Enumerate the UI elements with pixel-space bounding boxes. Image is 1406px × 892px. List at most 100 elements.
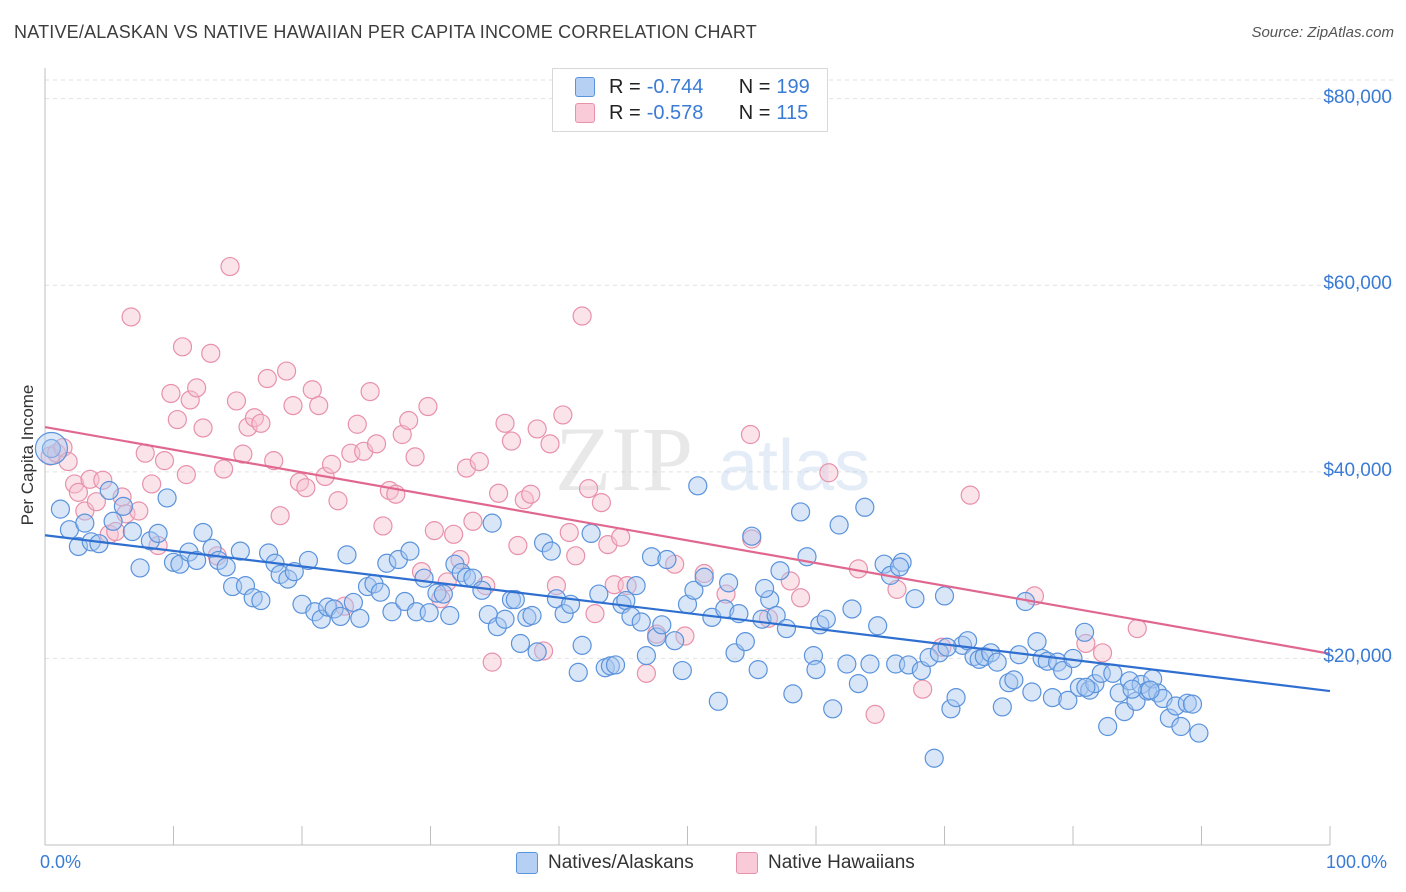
watermark-atlas: atlas [718,426,870,506]
data-point [510,633,531,654]
data-point [305,602,325,622]
data-point [495,609,515,629]
data-point [672,660,692,681]
data-point [1166,696,1186,716]
data-point [201,343,221,363]
trend-line-native-hawaiians [44,425,1331,655]
data-point [419,603,439,623]
data-point [605,655,626,675]
data-point [641,547,662,567]
bottom-legend-native-hawaiians: Native Hawaiians [736,852,915,874]
data-point [193,522,213,543]
data-point [501,431,522,451]
data-point [522,605,542,626]
data-point [58,451,78,472]
trend-lines [44,425,1331,693]
data-point [278,569,298,589]
data-point [572,635,592,655]
data-point [934,586,955,606]
data-point [405,447,425,467]
data-point [694,567,714,587]
data-point [621,606,641,627]
data-point [1076,677,1096,697]
data-point [187,550,207,571]
data-point [311,609,331,629]
data-point [790,588,811,608]
data-point [541,541,561,561]
chart-title: NATIVE/ALASKAN VS NATIVE HAWAIIAN PER CA… [14,22,757,42]
data-point [553,405,573,425]
data-point [296,478,316,498]
data-point [684,580,704,600]
data-point [330,606,351,627]
data-point [257,368,277,389]
data-point [829,515,849,535]
data-point [860,654,880,674]
data-point [216,557,236,577]
data-point [157,488,177,508]
legend-swatch-pink [575,103,595,123]
x-tick-label-max: 100.0% [1326,852,1388,872]
data-point [1171,716,1191,737]
data-point [400,541,420,561]
y-axis-label: Per Capita Income [18,384,37,526]
data-point [540,434,560,454]
data-point [572,306,592,326]
data-point [521,484,541,504]
data-point [75,513,95,533]
data-point [122,521,142,542]
data-point [350,608,370,628]
data-point [251,413,271,433]
data-point [665,631,685,651]
data-point [140,531,160,551]
data-point [187,378,207,398]
data-point [399,410,419,431]
data-point [905,589,925,609]
data-point [675,626,695,646]
data-point [992,697,1012,717]
data-point [748,660,768,680]
data-point [129,501,149,521]
data-point [238,417,258,437]
data-point [780,571,800,591]
legend-swatch-blue [575,77,595,97]
data-point [1140,680,1160,700]
data-point [103,511,123,531]
data-point [754,578,775,599]
data-point [568,662,588,683]
data-point [924,748,944,768]
data-point [472,580,492,600]
data-point [233,444,253,464]
data-point [337,545,357,565]
data-point [220,256,240,277]
data-point [999,673,1019,693]
legend-n-label: N = [738,101,771,124]
data-point [99,480,119,501]
data-point [487,617,507,637]
data-point [214,459,234,479]
legend-r-label: R = [609,75,641,98]
data-point [347,414,367,434]
gridlines [45,79,1395,659]
source-label: Source: ZipAtlas.com [1251,24,1394,41]
bottom-legend-label: Native Hawaiians [768,852,915,873]
data-point [392,424,412,445]
data-point [1148,683,1168,703]
data-point [276,361,297,381]
data-point [377,553,397,573]
data-point [264,451,284,471]
y-tick-label: $80,000 [1323,86,1392,108]
data-point [284,562,304,582]
data-point [414,568,434,588]
data-point [427,583,447,603]
legend-n-value: 199 [776,75,810,98]
data-point [819,463,839,483]
data-point [1103,663,1123,683]
data-point [68,536,89,557]
data-point [790,502,811,522]
x-tick-label-min: 0.0% [40,852,82,872]
legend-row-natives-alaskans: R = -0.744 N = 199 [575,74,810,100]
data-point [937,637,957,657]
data-point [130,558,150,578]
data-point [161,383,181,404]
